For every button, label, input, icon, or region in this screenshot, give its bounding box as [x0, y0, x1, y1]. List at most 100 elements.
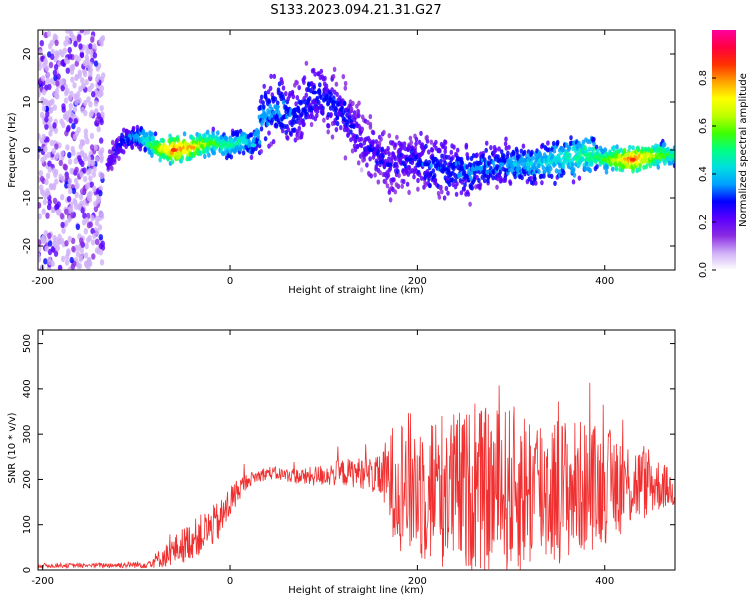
spectrogram-cell: [419, 175, 424, 181]
spectrogram-cell: [83, 228, 89, 235]
spectrogram-cell: [452, 144, 456, 150]
spectrogram-cell: [71, 187, 77, 195]
spectrogram-cell: [381, 153, 385, 159]
spectrogram-cell: [79, 151, 85, 158]
spectrogram-ridge-point: [259, 114, 266, 119]
spectrogram-cell: [443, 139, 448, 145]
spectrogram-cell: [428, 183, 432, 189]
spectrogram-cell: [82, 199, 87, 206]
spectrogram-cell: [45, 77, 50, 85]
y-tick-label: 10: [22, 96, 33, 109]
figure-title: S133.2023.094.21.31.G27: [270, 3, 441, 18]
snr-series-line: [38, 382, 675, 570]
spectrogram-cell: [478, 182, 483, 188]
spectrogram-cell: [304, 92, 309, 98]
spectrogram-cell: [79, 171, 84, 178]
spectrogram-cell: [89, 144, 95, 151]
spectrogram-cell: [460, 160, 465, 166]
x-tick-label: 0: [227, 576, 233, 587]
spectrogram-cell: [259, 126, 264, 132]
spectrogram-cell: [595, 164, 599, 170]
spectrogram-cell: [72, 133, 78, 140]
spectrogram-cell: [41, 133, 46, 141]
spectrogram-cell: [45, 111, 50, 118]
spectrogram-cell: [636, 146, 640, 153]
spectrogram-cell: [259, 148, 264, 154]
spectrogram-cell: [85, 236, 91, 244]
y-tick-label: 0: [22, 567, 33, 573]
spectrogram-cell: [121, 149, 126, 155]
spectrogram-cell: [403, 163, 408, 169]
spectrogram-cell: [274, 122, 278, 128]
y-tick-label: -20: [22, 238, 33, 254]
spectrogram-cell: [280, 128, 285, 134]
spectrogram-cell: [268, 85, 273, 91]
spectrogram-cell: [77, 204, 82, 211]
spectrogram-cell: [495, 184, 499, 190]
spectrogram-cell: [429, 139, 434, 145]
spectrogram-cell: [75, 223, 81, 230]
spectrogram-cell: [304, 60, 309, 66]
spectrogram-cell: [85, 48, 90, 55]
spectrogram-cell: [437, 147, 442, 154]
spectrogram-cell: [491, 175, 495, 181]
spectrogram-cell: [39, 40, 44, 47]
spectrogram-cell: [92, 185, 97, 192]
spectrogram-cell: [529, 175, 533, 181]
spectrogram-cell: [300, 99, 304, 105]
spectrogram-cell: [568, 152, 572, 158]
spectrogram-cell: [387, 189, 392, 195]
spectrogram-cell: [241, 150, 246, 156]
spectrogram-cell: [150, 152, 154, 158]
spectrogram-cell: [83, 99, 88, 107]
spectrogram-cell: [331, 73, 336, 80]
spectrogram-cell: [72, 197, 77, 205]
spectrogram-cell: [291, 94, 296, 100]
spectrogram-cell: [281, 85, 286, 91]
spectrogram-cell: [482, 178, 487, 184]
spectrogram-cell: [44, 116, 49, 123]
spectrogram-cell: [95, 76, 100, 83]
x-tick-label: 400: [595, 576, 614, 587]
spectrogram-cell: [130, 144, 135, 150]
spectrogram-cell: [97, 224, 103, 231]
spectrogram-cell: [621, 164, 626, 170]
spectrogram-cell: [402, 141, 407, 147]
spectrogram-cell: [85, 138, 90, 145]
spectrogram-cell: [299, 134, 304, 140]
spectrogram-cell: [249, 132, 254, 138]
spectrogram-cell: [555, 139, 560, 145]
x-tick-label: 200: [408, 576, 427, 587]
spectrogram-cell: [315, 105, 320, 111]
spectrogram-cell: [259, 94, 264, 100]
spectrogram-ridge-point: [292, 114, 299, 119]
spectrogram-cell: [66, 195, 72, 203]
spectrogram-cell: [53, 55, 58, 63]
spectrogram-cell: [74, 60, 80, 67]
spectrogram-cell: [69, 204, 74, 212]
spectrogram-cell: [571, 166, 576, 173]
spectrogram-cell: [414, 136, 419, 142]
y-tick-label: -10: [22, 190, 33, 206]
spectrogram-cell: [98, 89, 103, 96]
spectrogram-cell: [509, 156, 513, 162]
spectrogram-cell: [572, 172, 577, 178]
spectrogram-cell: [330, 87, 334, 93]
spectrogram-cell: [153, 131, 158, 137]
spectrogram-cell: [404, 168, 409, 174]
spectrogram-cell: [93, 200, 98, 208]
spectrogram-cell: [534, 180, 538, 186]
spectrogram-cell: [385, 183, 390, 189]
spectrogram-cell: [66, 38, 71, 46]
spectrogram-cell: [330, 134, 335, 140]
spectrogram-cell: [73, 157, 79, 165]
spectrogram-cell: [261, 118, 266, 124]
spectrogram-cell: [43, 59, 48, 66]
spectrogram-cell: [67, 235, 73, 243]
spectrogram-cell: [41, 89, 47, 96]
spectrogram-cell: [98, 38, 103, 45]
spectrogram-cell: [180, 155, 185, 161]
spectrogram-cell: [87, 191, 92, 198]
spectrogram-ridge-point: [348, 124, 355, 128]
